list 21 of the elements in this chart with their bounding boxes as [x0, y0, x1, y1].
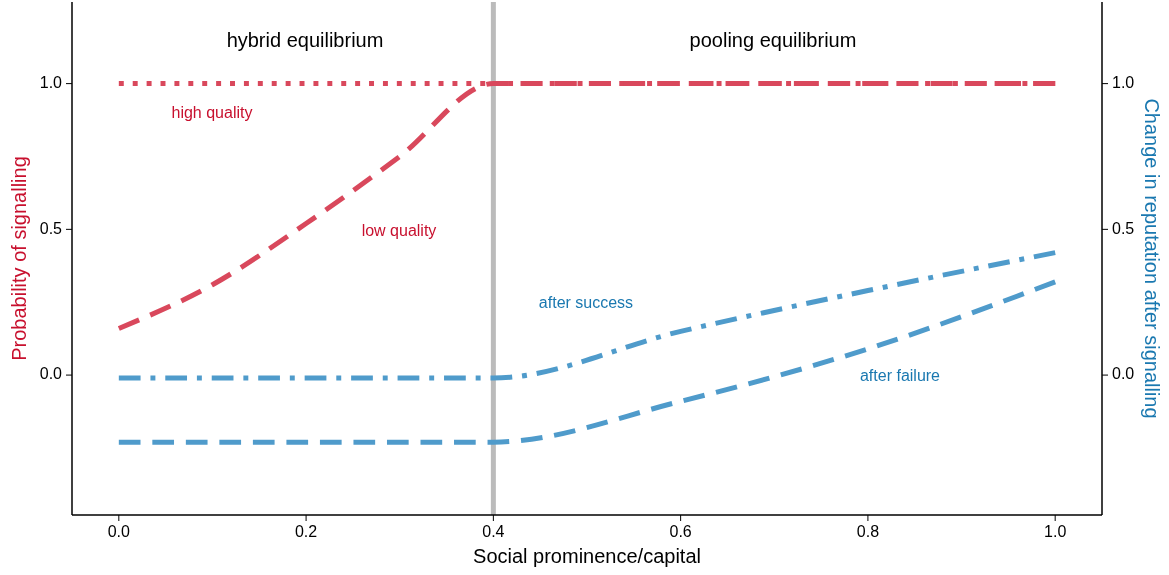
- x-tick-label: 1.0: [1044, 523, 1067, 540]
- y2-axis-title: Change in reputation after signalling: [1141, 98, 1163, 419]
- series-label: high quality: [171, 104, 253, 121]
- y2-tick-label: 1.0: [1112, 73, 1135, 91]
- series-label: low quality: [361, 222, 437, 239]
- y2-tick-label: 0.0: [1112, 365, 1135, 383]
- x-tick-label: 0.2: [294, 523, 318, 540]
- x-tick-label: 0.0: [107, 523, 131, 540]
- series-label: after failure: [859, 367, 941, 384]
- y-tick-label: 0.0: [39, 365, 63, 383]
- x-tick-label: 0.6: [669, 523, 692, 540]
- y2-tick-label: 0.5: [1112, 219, 1135, 237]
- text: after success: [538, 294, 634, 311]
- annotation: pooling equilibrium: [689, 29, 857, 52]
- y-axis-title: Probability of signalling: [8, 156, 30, 361]
- x-tick-label: 0.8: [856, 523, 880, 540]
- x-axis-title: Social prominence/capital: [473, 545, 701, 567]
- x-tick-label: 0.4: [482, 523, 505, 540]
- y-tick-label: 0.5: [39, 219, 63, 237]
- y-tick-label: 1.0: [39, 73, 63, 91]
- annotation: hybrid equilibrium: [226, 29, 384, 52]
